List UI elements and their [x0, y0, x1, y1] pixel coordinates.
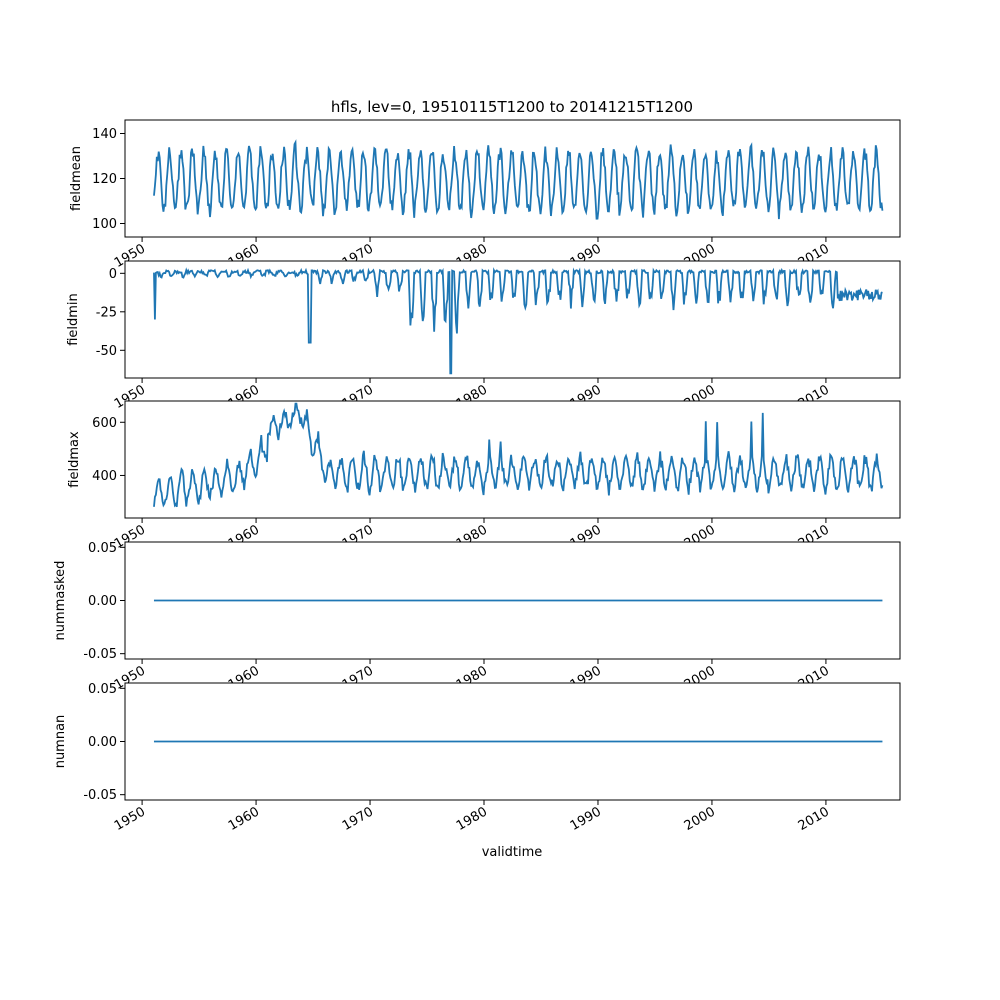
- x-tick-label: 1960: [226, 804, 262, 834]
- x-tick-label: 1980: [454, 804, 490, 834]
- x-tick-label: 1950: [112, 804, 148, 834]
- x-tick-label: 2000: [682, 804, 718, 834]
- y-tick-label: 140: [92, 127, 117, 142]
- y-tick-label: 0: [109, 267, 117, 282]
- y-axis-label: numnan: [53, 715, 68, 769]
- y-ticks: -0.05 0.00 0.05: [83, 682, 125, 803]
- y-tick-label: -0.05: [83, 788, 117, 803]
- y-tick-label: 0.00: [88, 735, 117, 750]
- x-tick-label: 1970: [340, 804, 376, 834]
- series-line: [153, 267, 883, 375]
- y-ticks: -50 -25 0: [96, 267, 125, 359]
- y-ticks: 400 600: [92, 416, 125, 484]
- y-tick-label: -0.05: [83, 647, 117, 662]
- y-tick-label: -25: [96, 305, 117, 320]
- panel-nummasked: nummasked -0.050.000.05 1950 1960 1970 1980…: [53, 541, 901, 693]
- y-axis-label: fieldmin: [66, 293, 81, 346]
- y-ticks: 100 120 140: [92, 127, 125, 232]
- x-tick-label: 2010: [796, 804, 832, 834]
- x-ticks: 1950 1960 1970 1980 1990 2000 2010: [112, 800, 832, 834]
- x-tick-label: 1990: [568, 804, 604, 834]
- y-tick-label: 0.05: [88, 541, 117, 556]
- series-line: [153, 402, 884, 508]
- y-tick-label: 100: [92, 217, 117, 232]
- panel-numnan: numnan -0.05 0.00 0.05 1950 1960 1970 1980 199…: [53, 682, 901, 834]
- y-tick-label: 400: [92, 469, 117, 484]
- y-ticks: -0.05 0.00 0.05: [83, 541, 125, 662]
- chart-title: hfls, lev=0, 19510115T1200 to 20141215T1…: [331, 98, 693, 116]
- plot-frame: [124, 400, 901, 519]
- y-tick-label: 0.00: [88, 594, 117, 609]
- y-axis-label: fieldmean: [69, 146, 84, 211]
- y-axis-label: nummasked: [53, 561, 68, 641]
- y-tick-label: 120: [92, 172, 117, 187]
- y-tick-label: -50: [96, 344, 117, 359]
- y-axis-label: fieldmax: [67, 431, 82, 488]
- panel-fieldmin: fieldmin -50-250 1950 1960 1970 1980 1990 200…: [66, 260, 901, 412]
- y-tick-label: 0.05: [88, 682, 117, 697]
- series-line: [153, 139, 884, 220]
- x-axis-label: validtime: [482, 845, 543, 860]
- y-tick-label: 600: [92, 416, 117, 431]
